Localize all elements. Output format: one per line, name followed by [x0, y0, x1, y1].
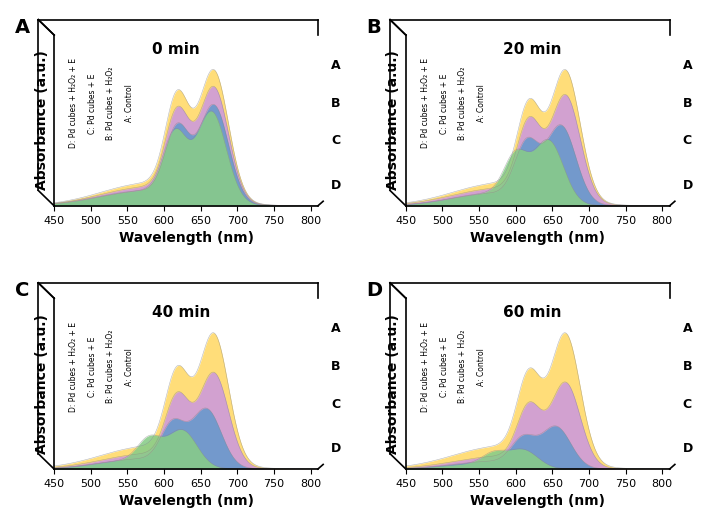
X-axis label: Wavelength (nm): Wavelength (nm): [118, 231, 254, 245]
Text: C: C: [331, 397, 340, 411]
X-axis label: Wavelength (nm): Wavelength (nm): [470, 231, 605, 245]
Text: B: Pd cubes + H₂O₂: B: Pd cubes + H₂O₂: [458, 330, 467, 403]
Text: A: A: [15, 18, 30, 37]
Text: C: C: [683, 397, 692, 411]
Text: D: Pd cubes + H₂O₂ + E: D: Pd cubes + H₂O₂ + E: [69, 322, 79, 412]
Y-axis label: Absorbance (a.u.): Absorbance (a.u.): [35, 50, 49, 191]
Text: D: Pd cubes + H₂O₂ + E: D: Pd cubes + H₂O₂ + E: [69, 58, 79, 149]
Text: B: B: [683, 360, 692, 373]
Text: B: Pd cubes + H₂O₂: B: Pd cubes + H₂O₂: [106, 330, 116, 403]
Text: D: D: [683, 179, 693, 192]
Text: C: Pd cubes + E: C: Pd cubes + E: [88, 73, 97, 133]
Text: C: Pd cubes + E: C: Pd cubes + E: [440, 73, 449, 133]
Text: 60 min: 60 min: [503, 305, 562, 320]
Y-axis label: Absorbance (a.u.): Absorbance (a.u.): [386, 314, 401, 454]
Text: C: Pd cubes + E: C: Pd cubes + E: [440, 337, 449, 397]
Text: A: A: [683, 59, 693, 72]
Text: A: Control: A: Control: [476, 85, 486, 122]
Y-axis label: Absorbance (a.u.): Absorbance (a.u.): [386, 50, 401, 191]
Text: B: B: [683, 97, 692, 110]
Text: D: D: [331, 179, 341, 192]
Text: 40 min: 40 min: [152, 305, 210, 320]
Text: B: B: [331, 97, 340, 110]
Text: C: C: [683, 134, 692, 148]
Text: D: D: [683, 442, 693, 455]
Y-axis label: Absorbance (a.u.): Absorbance (a.u.): [35, 314, 49, 454]
Text: C: Pd cubes + E: C: Pd cubes + E: [88, 337, 97, 397]
Text: A: Control: A: Control: [476, 348, 486, 385]
Text: A: A: [331, 59, 341, 72]
Text: A: A: [331, 322, 341, 335]
Text: A: A: [683, 322, 693, 335]
Text: B: B: [367, 18, 381, 37]
Text: D: Pd cubes + H₂O₂ + E: D: Pd cubes + H₂O₂ + E: [421, 58, 430, 149]
X-axis label: Wavelength (nm): Wavelength (nm): [118, 495, 254, 508]
Text: 20 min: 20 min: [503, 42, 562, 57]
Text: B: B: [331, 360, 340, 373]
Text: D: D: [331, 442, 341, 455]
Text: A: Control: A: Control: [125, 85, 134, 122]
Text: D: D: [367, 281, 382, 300]
Text: A: Control: A: Control: [125, 348, 134, 385]
Text: D: Pd cubes + H₂O₂ + E: D: Pd cubes + H₂O₂ + E: [421, 322, 430, 412]
X-axis label: Wavelength (nm): Wavelength (nm): [470, 495, 605, 508]
Text: 0 min: 0 min: [152, 42, 199, 57]
Text: B: Pd cubes + H₂O₂: B: Pd cubes + H₂O₂: [106, 67, 116, 140]
Text: B: Pd cubes + H₂O₂: B: Pd cubes + H₂O₂: [458, 67, 467, 140]
Text: C: C: [15, 281, 29, 300]
Text: C: C: [331, 134, 340, 148]
